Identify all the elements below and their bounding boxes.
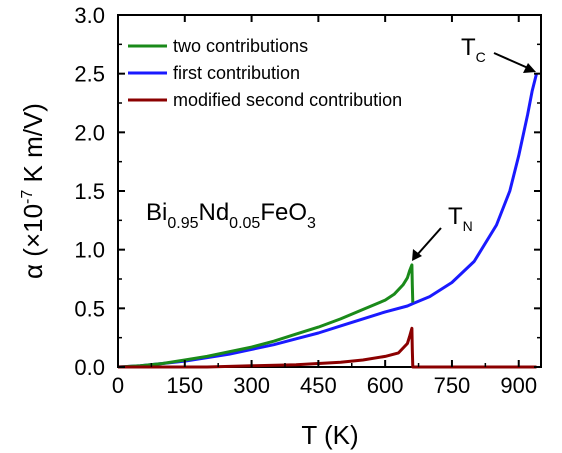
series-line-1	[117, 263, 415, 369]
tc-label: TC	[461, 34, 486, 65]
y-axis-title-exponent: -7	[19, 190, 36, 204]
legend-label: two contributions	[173, 36, 308, 56]
compound-label: Bi0.95Nd0.05FeO3	[146, 199, 316, 232]
y-axis-title: α (×10-7 K m/V)	[18, 103, 48, 279]
compound-base-3: FeO	[260, 199, 307, 226]
y-axis-title-suffix: K m/V)	[18, 103, 48, 190]
y-tick-label: 3.0	[74, 3, 105, 28]
y-tick-label: 2.5	[74, 62, 105, 87]
legend-label: modified second contribution	[173, 90, 402, 110]
compound-base-2: Nd	[198, 199, 229, 226]
compound-sub-1: 0.95	[167, 215, 198, 232]
x-tick-label: 600	[367, 373, 404, 398]
y-axis-title-prefix: α (×10	[18, 204, 48, 279]
tn-arrow	[412, 227, 442, 261]
x-tick-label: 150	[166, 373, 203, 398]
y-tick-label: 2.0	[74, 120, 105, 145]
legend: two contributions first contribution modif…	[128, 36, 402, 110]
x-tick-label: 900	[500, 373, 537, 398]
ticks-layer: 0 150 300 450 600 750 900 0.0 0.5 1.0 1.5 2.0 2.5 3.0	[74, 3, 541, 398]
y-tick-label: 1.5	[74, 179, 105, 204]
y-tick-label: 0.5	[74, 296, 105, 321]
y-tick-label: 1.0	[74, 238, 105, 263]
tn-label: TN	[448, 203, 473, 234]
tn-sub: N	[463, 218, 473, 234]
x-tick-label: 750	[434, 373, 471, 398]
tc-sub: C	[476, 49, 486, 65]
compound-sub-2: 0.05	[229, 215, 260, 232]
tc-arrow	[493, 52, 536, 73]
plot-area: 0 150 300 450 600 750 900 0.0 0.5 1.0 1.5 2.0 2.5 3.0	[74, 3, 542, 398]
tn-base: T	[448, 203, 463, 230]
tc-base: T	[461, 34, 476, 61]
x-tick-label: 450	[300, 373, 337, 398]
y-tick-label: 0.0	[74, 355, 105, 380]
x-tick-label: 300	[233, 373, 270, 398]
x-tick-label: 0	[112, 373, 124, 398]
x-axis-title: T (K)	[301, 420, 358, 450]
legend-label: first contribution	[173, 63, 300, 83]
compound-sub-3: 3	[307, 215, 316, 232]
compound-base-1: Bi	[146, 199, 167, 226]
